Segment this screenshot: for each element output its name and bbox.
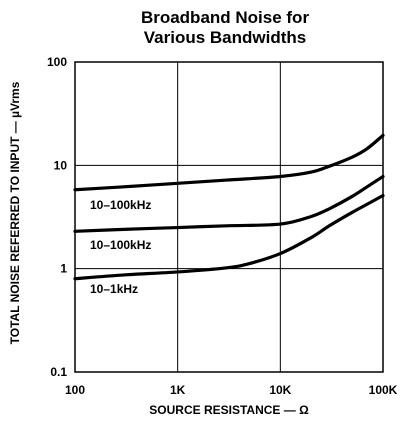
x-tick-label-3: 100K [369, 383, 398, 397]
y-tick-label-1: 1 [60, 262, 67, 276]
series-label-2: 10–1kHz [90, 282, 138, 296]
grid [74, 61, 384, 373]
series-labels: 10–100kHz 10–100kHz 10–1kHz [90, 198, 151, 296]
x-axis-label: SOURCE RESISTANCE — Ω [149, 403, 309, 417]
x-tick-label-1: 1K [170, 383, 186, 397]
series-label-1: 10–100kHz [90, 238, 151, 252]
series-line-2 [73, 193, 385, 281]
tick-labels: 100 1K 10K 100K 0.1 1 10 100 [47, 55, 398, 397]
series-label-0: 10–100kHz [90, 198, 151, 212]
y-tick-label-2: 10 [54, 158, 68, 172]
series-group [73, 133, 385, 281]
x-tick-label-2: 10K [269, 383, 291, 397]
y-axis-label: TOTAL NOISE REFERRED TO INPUT — µVrms [8, 81, 22, 344]
chart-title-line-1: Broadband Noise for [140, 8, 310, 27]
plot-frame [74, 61, 384, 373]
series-line-0 [73, 133, 385, 192]
y-tick-label-3: 100 [47, 55, 67, 69]
y-tick-label-0: 0.1 [50, 365, 67, 379]
chart-title-line-2: Various Bandwidths [143, 28, 307, 47]
series-line-1 [73, 174, 385, 233]
x-tick-label-0: 100 [65, 383, 85, 397]
